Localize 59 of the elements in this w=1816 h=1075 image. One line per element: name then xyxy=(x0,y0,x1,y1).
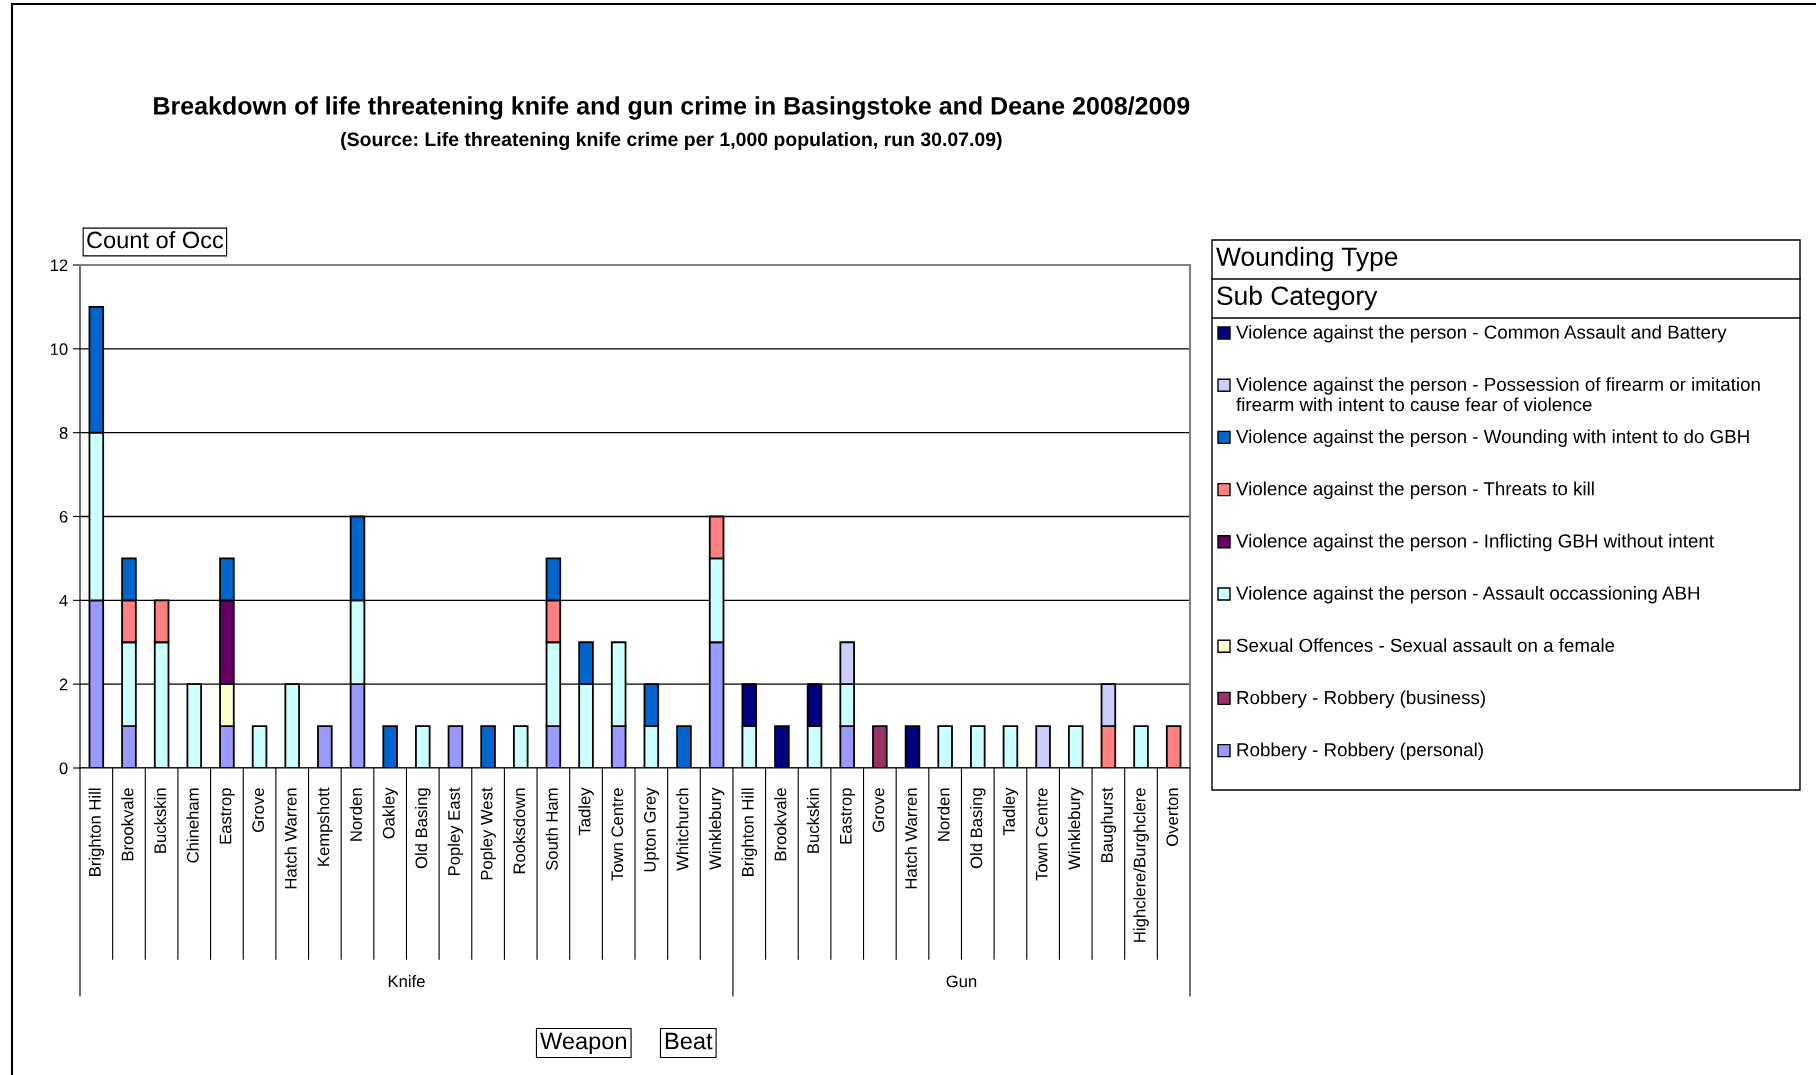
x-tick-label: Winklebury xyxy=(708,787,725,870)
text: Beat xyxy=(665,1032,713,1050)
x-tick-label: Old Basing xyxy=(415,788,431,869)
text: Gun xyxy=(946,975,977,988)
x-tick-label: Oakley xyxy=(382,787,398,839)
x-tick-label: Popley West xyxy=(480,787,496,880)
x-tick-label: Eastrop xyxy=(219,788,235,844)
text: Weapon xyxy=(540,1032,626,1055)
legend-label: Robbery - Robbery (business) xyxy=(1237,690,1485,708)
x-tick-label: Upton Grey xyxy=(644,787,660,872)
x-tick-label: Tadley xyxy=(578,787,594,836)
x-tick-label: Town Centre xyxy=(611,788,624,881)
y-tick-label: 10 xyxy=(50,343,68,356)
chart-title: Breakdown of life threatening knife and gun crime in Basingstoke and Deane 2008/2009 xyxy=(154,96,1190,120)
legend-label: Violence against the person - Threats to kill xyxy=(1236,481,1594,500)
x-tick-label: Brookvale xyxy=(121,788,134,861)
legend-label: Violence against the person - Common Assault and Battery xyxy=(1236,325,1727,343)
legend-label: Violence against the person - Possession of firearm or imitation firearm with intent to cause fear of violence xyxy=(1236,377,1760,412)
x-tick-label: Chineham xyxy=(186,788,199,863)
x-tick-label: Whitchurch xyxy=(676,788,689,871)
x-tick-label: Baughurst xyxy=(1100,787,1117,863)
x-tick-label: Norden xyxy=(349,788,362,841)
x-tick-label: Hatch Warren xyxy=(284,788,297,889)
y-axis-title: Count of Occ xyxy=(87,231,224,249)
x-tick-label: Highclere/Burghclere xyxy=(1133,788,1149,942)
x-tick-label: Norden xyxy=(937,788,950,841)
legend-label: Sexual Offences - Sexual assault on a female xyxy=(1236,638,1615,652)
x-tick-label: Rooksdown xyxy=(512,788,526,874)
legend-label: Violence against the person - Assault occassioning ABH xyxy=(1236,586,1700,604)
y-tick-label: 6 xyxy=(59,510,68,523)
x-tick-label: Hatch Warren xyxy=(904,788,917,889)
chart-subtitle: (Source: Life threatening knife crime per 1,000 population, run 30.07.09) xyxy=(341,131,1002,151)
x-tick-label: Grove xyxy=(252,788,265,832)
x-tick-label: South Ham xyxy=(545,788,558,871)
legend-label: Violence against the person - Inflicting GBH without intent xyxy=(1236,533,1714,552)
x-tick-label: Kempshott xyxy=(317,787,333,866)
y-tick-label: 4 xyxy=(59,594,68,607)
legend-label: Violence against the person - Wounding with intent to do GBH xyxy=(1236,429,1749,447)
x-tick-label: Tadley xyxy=(1002,787,1019,836)
y-tick-label: 0 xyxy=(59,762,68,775)
x-tick-label: Old Basing xyxy=(970,788,986,869)
x-tick-label: Brighton Hill xyxy=(88,788,105,876)
y-tick-label: 8 xyxy=(59,427,68,439)
x-tick-label: Overton xyxy=(1166,788,1179,846)
x-tick-label: Buckskin xyxy=(153,788,167,853)
y-tick-label: 12 xyxy=(50,259,68,272)
x-tick-label: Grove xyxy=(872,788,885,832)
x-tick-label: Brighton Hill xyxy=(741,788,758,876)
x-tick-label: Buckskin xyxy=(806,788,820,853)
legend-title: Wounding Type xyxy=(1216,246,1398,272)
x-tick-label: Popley East xyxy=(447,787,464,876)
y-tick-label: 2 xyxy=(59,678,68,691)
x-tick-label: Winklebury xyxy=(1067,787,1084,870)
x-tick-label: Eastrop xyxy=(840,788,855,844)
text: Knife xyxy=(388,975,425,988)
x-tick-label: Brookvale xyxy=(774,788,787,861)
legend-label: Robbery - Robbery (personal) xyxy=(1237,742,1483,761)
x-tick-label: Town Centre xyxy=(1035,788,1048,881)
text: Sub Category xyxy=(1217,285,1378,311)
